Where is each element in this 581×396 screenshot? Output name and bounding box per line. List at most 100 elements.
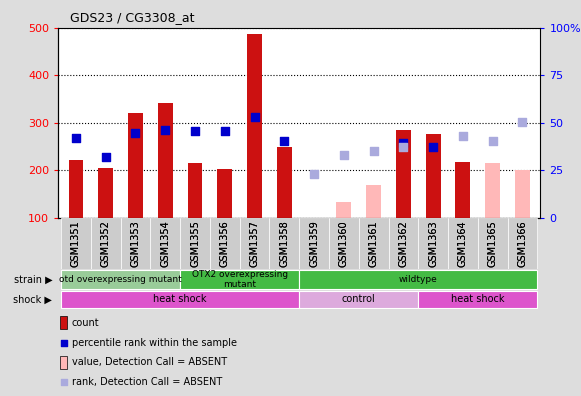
Point: [339, 151, 349, 158]
Text: GSM1363: GSM1363: [428, 220, 438, 267]
Bar: [188, 163, 202, 218]
Point: [160, 127, 170, 133]
Text: otd overexpressing mutant: otd overexpressing mutant: [59, 275, 182, 284]
Bar: [61, 270, 180, 289]
Bar: [426, 134, 440, 218]
Text: GSM1360: GSM1360: [339, 220, 349, 267]
Text: GSM1364: GSM1364: [458, 220, 468, 267]
Point: [220, 128, 229, 134]
Bar: [69, 160, 84, 218]
Text: GSM1358: GSM1358: [279, 220, 289, 267]
Text: OTX2 overexpressing
mutant: OTX2 overexpressing mutant: [192, 270, 288, 289]
Text: GSM1366: GSM1366: [518, 220, 528, 267]
Bar: [389, 218, 418, 269]
Bar: [277, 147, 292, 218]
Bar: [299, 218, 329, 269]
Text: value, Detection Call = ABSENT: value, Detection Call = ABSENT: [71, 357, 227, 367]
Text: GSM1363: GSM1363: [428, 220, 438, 267]
Text: GSM1355: GSM1355: [190, 220, 200, 267]
Bar: [217, 169, 232, 218]
Bar: [456, 162, 471, 218]
Bar: [150, 218, 180, 269]
Bar: [128, 113, 143, 218]
Bar: [180, 218, 210, 269]
Bar: [210, 218, 240, 269]
Text: GSM1351: GSM1351: [71, 220, 81, 267]
Bar: [448, 218, 478, 269]
Point: [369, 148, 378, 154]
Point: [429, 143, 438, 150]
Text: GSM1364: GSM1364: [458, 220, 468, 267]
Bar: [418, 218, 448, 269]
Text: heat shock: heat shock: [153, 294, 207, 305]
Text: GSM1360: GSM1360: [339, 220, 349, 267]
Point: [101, 154, 110, 160]
Text: GDS23 / CG3308_at: GDS23 / CG3308_at: [70, 11, 194, 24]
Bar: [270, 218, 299, 269]
Bar: [299, 291, 418, 308]
Text: GSM1365: GSM1365: [487, 220, 498, 267]
Bar: [98, 168, 113, 218]
Bar: [61, 291, 299, 308]
Point: [250, 113, 259, 120]
Point: [191, 128, 200, 135]
Text: GSM1351: GSM1351: [71, 220, 81, 267]
Bar: [366, 185, 381, 218]
Text: GSM1357: GSM1357: [250, 220, 260, 267]
Text: GSM1355: GSM1355: [190, 220, 200, 267]
Bar: [515, 170, 530, 218]
Bar: [60, 356, 67, 369]
Bar: [329, 218, 358, 269]
Bar: [299, 270, 537, 289]
Text: GSM1353: GSM1353: [131, 220, 141, 267]
Text: GSM1357: GSM1357: [250, 220, 260, 267]
Text: GSM1352: GSM1352: [101, 220, 111, 267]
Bar: [60, 316, 67, 329]
Text: GSM1361: GSM1361: [368, 220, 379, 267]
Text: GSM1354: GSM1354: [160, 220, 170, 267]
Bar: [91, 218, 121, 269]
Point: [59, 339, 68, 346]
Bar: [240, 218, 270, 269]
Text: heat shock: heat shock: [451, 294, 504, 305]
Bar: [61, 218, 91, 269]
Point: [488, 138, 497, 144]
Text: GSM1365: GSM1365: [487, 220, 498, 267]
Text: strain ▶: strain ▶: [14, 274, 52, 285]
Text: percentile rank within the sample: percentile rank within the sample: [71, 337, 236, 348]
Bar: [336, 202, 352, 218]
Bar: [358, 218, 389, 269]
Point: [399, 140, 408, 147]
Text: GSM1354: GSM1354: [160, 220, 170, 267]
Bar: [418, 291, 537, 308]
Text: GSM1352: GSM1352: [101, 220, 111, 267]
Point: [279, 138, 289, 144]
Point: [458, 133, 468, 139]
Text: rank, Detection Call = ABSENT: rank, Detection Call = ABSENT: [71, 377, 222, 387]
Bar: [508, 218, 537, 269]
Bar: [180, 270, 299, 289]
Text: count: count: [71, 318, 99, 328]
Point: [71, 135, 81, 141]
Text: control: control: [342, 294, 376, 305]
Text: GSM1358: GSM1358: [279, 220, 289, 267]
Text: GSM1366: GSM1366: [518, 220, 528, 267]
Text: GSM1356: GSM1356: [220, 220, 230, 267]
Point: [518, 119, 527, 125]
Bar: [158, 103, 173, 218]
Text: GSM1359: GSM1359: [309, 220, 319, 267]
Text: GSM1361: GSM1361: [368, 220, 379, 267]
Point: [59, 379, 68, 385]
Text: GSM1353: GSM1353: [131, 220, 141, 267]
Bar: [478, 218, 508, 269]
Text: wildtype: wildtype: [399, 275, 437, 284]
Text: GSM1362: GSM1362: [399, 220, 408, 267]
Point: [310, 170, 319, 177]
Bar: [396, 130, 411, 218]
Bar: [121, 218, 150, 269]
Bar: [485, 163, 500, 218]
Point: [131, 129, 140, 136]
Text: shock ▶: shock ▶: [13, 294, 52, 305]
Text: GSM1359: GSM1359: [309, 220, 319, 267]
Bar: [247, 34, 262, 218]
